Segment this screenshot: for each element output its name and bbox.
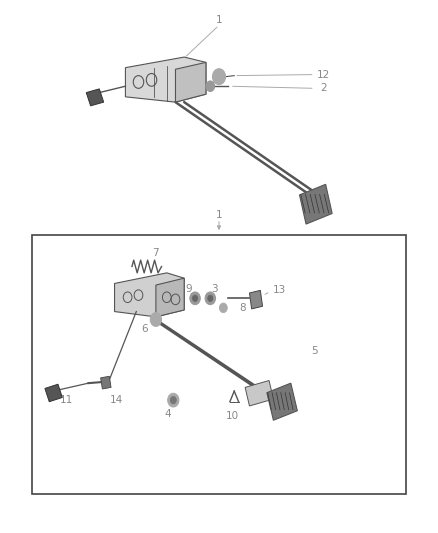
Text: 14: 14 — [110, 395, 124, 405]
Circle shape — [168, 393, 179, 407]
Circle shape — [192, 295, 198, 302]
Polygon shape — [267, 383, 297, 420]
Circle shape — [206, 81, 215, 92]
Bar — [32, 235, 406, 495]
Text: 10: 10 — [226, 411, 239, 421]
Text: 3: 3 — [212, 284, 218, 294]
Polygon shape — [300, 184, 332, 224]
Text: 4: 4 — [165, 409, 171, 419]
Text: 1: 1 — [215, 209, 223, 220]
Polygon shape — [101, 376, 111, 389]
Polygon shape — [45, 384, 62, 402]
Circle shape — [170, 397, 177, 404]
Text: 13: 13 — [273, 285, 286, 295]
Polygon shape — [115, 273, 184, 317]
Polygon shape — [156, 278, 184, 317]
Text: 9: 9 — [185, 284, 192, 294]
Circle shape — [190, 292, 200, 305]
Polygon shape — [86, 89, 104, 106]
Polygon shape — [250, 290, 262, 309]
Polygon shape — [245, 381, 273, 406]
Text: 8: 8 — [240, 303, 246, 313]
Circle shape — [205, 292, 215, 305]
Polygon shape — [176, 62, 206, 102]
Text: 11: 11 — [60, 395, 73, 405]
Text: 2: 2 — [320, 83, 327, 93]
Circle shape — [150, 313, 162, 326]
Text: 6: 6 — [142, 324, 148, 334]
Circle shape — [212, 69, 226, 85]
Text: 5: 5 — [311, 346, 318, 357]
Circle shape — [208, 295, 213, 302]
Polygon shape — [125, 57, 206, 102]
Circle shape — [219, 303, 227, 313]
Text: 1: 1 — [215, 15, 223, 25]
Text: 12: 12 — [317, 70, 330, 79]
Text: 7: 7 — [152, 248, 159, 259]
